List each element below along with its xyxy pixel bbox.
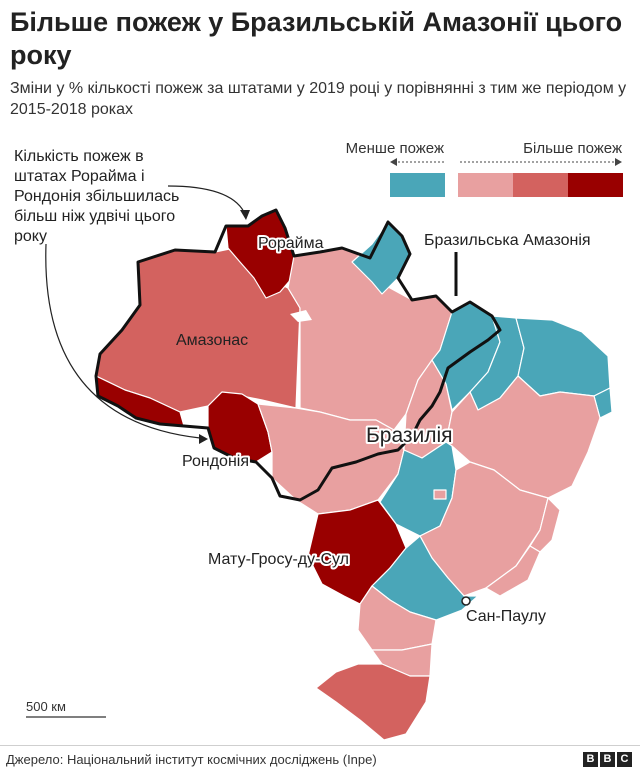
state-bahia — [445, 375, 601, 499]
legend-more-label: Більше пожеж — [523, 140, 622, 157]
state-northeast-coast — [515, 317, 611, 397]
label-brazil: Бразилія — [366, 424, 453, 447]
legend-more-arrowhead — [615, 158, 622, 166]
label-sao-paulo: Сан-Паулу — [466, 608, 546, 625]
label-roraima: Рорайма — [258, 235, 324, 252]
bbc-logo-letter: B — [600, 752, 615, 767]
annotation-arrowhead-rondonia — [199, 434, 208, 444]
bbc-logo-letter: C — [617, 752, 632, 767]
legend-swatch-decrease — [390, 173, 445, 197]
state-parana — [357, 585, 437, 651]
legend-less-label: Менше пожеж — [346, 140, 444, 157]
brazil-map: Менше пожеж Більше пожеж — [14, 140, 623, 741]
source-note: Джерело: Національний інститут космічних… — [6, 752, 377, 767]
bbc-logo: B B C — [583, 752, 632, 767]
lake-amazonas — [290, 310, 312, 322]
bbc-logo-letter: B — [583, 752, 598, 767]
scale-label: 500 км — [26, 699, 66, 714]
label-amazonia: Бразильська Амазонія — [424, 232, 591, 249]
state-rio-grande-do-sul — [315, 663, 431, 741]
state-distrito-federal — [433, 489, 447, 500]
state-rio-de-janeiro — [485, 545, 541, 597]
legend-swatch-increase-mid — [513, 173, 568, 197]
page-subtitle: Зміни у % кількості пожеж за штатами у 2… — [10, 80, 627, 118]
annotation-arrowhead-roraima — [240, 210, 250, 220]
annotation-arrow-rondonia — [45, 243, 201, 439]
legend-swatch-increase-high — [568, 173, 623, 197]
label-mato-grosso-do-sul: Мату-Гросу-ду-Сул — [208, 551, 349, 568]
page-title: Більше пожеж у Бразильській Амазонії цьо… — [10, 7, 623, 70]
sao-paulo-marker — [461, 596, 471, 606]
annotation-arrow-roraima — [167, 185, 245, 213]
legend-swatch-increase-low — [458, 173, 513, 197]
annotation-text: Кількість пожеж в штатах Рорайма і Рондо… — [14, 148, 184, 245]
label-amazonas: Амазонас — [176, 332, 248, 349]
legend-less-arrowhead — [390, 158, 397, 166]
label-rondonia: Рондонія — [182, 453, 249, 470]
state-rondonia — [207, 391, 273, 463]
amazonia-boundary — [94, 208, 502, 502]
legend: Менше пожеж Більше пожеж — [346, 140, 623, 197]
footer-divider — [0, 745, 640, 746]
states — [95, 209, 613, 741]
